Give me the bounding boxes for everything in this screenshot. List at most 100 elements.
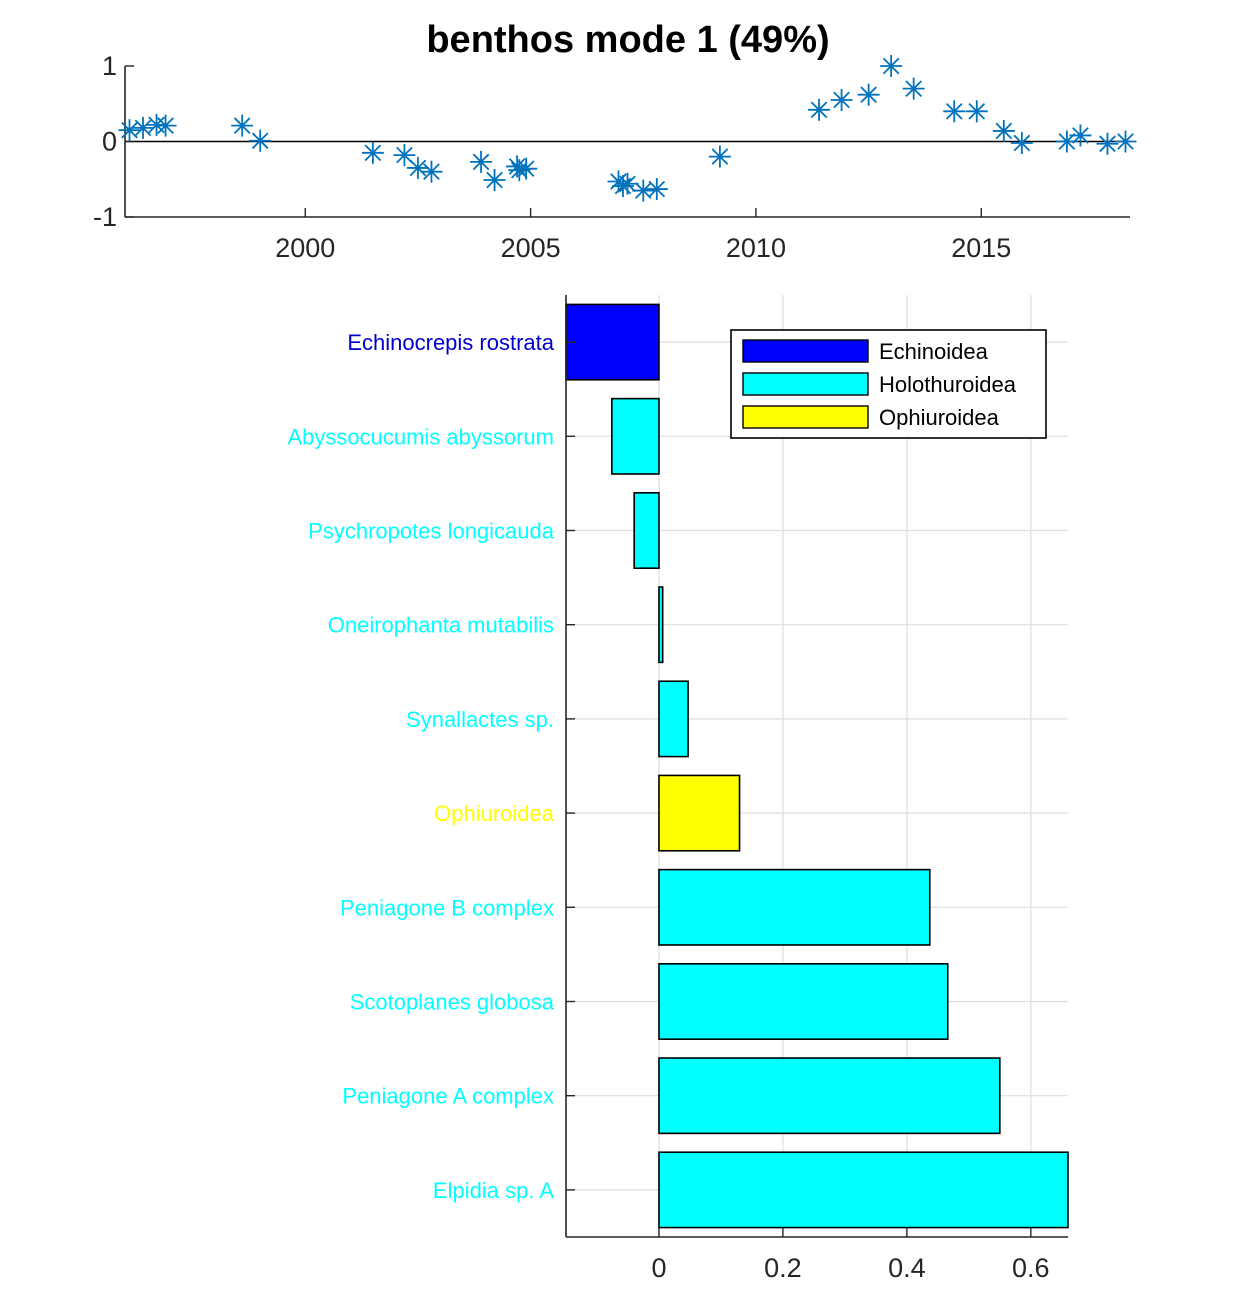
- bar: [658, 1151, 1069, 1229]
- bar: [658, 586, 664, 664]
- x-tick-label: 2010: [726, 233, 786, 263]
- data-point: [118, 119, 141, 142]
- category-label: Peniagone B complex: [340, 895, 554, 920]
- bar: [658, 868, 931, 946]
- marker-stroke: [233, 117, 251, 134]
- x-tick-label: 0: [651, 1253, 666, 1283]
- data-point: [406, 156, 429, 179]
- y-tick-label: 0: [102, 127, 117, 157]
- time-series-markers: [118, 55, 1137, 202]
- marker-stroke: [134, 119, 152, 137]
- marker-stroke: [995, 122, 1013, 140]
- legend-label: Ophiuroidea: [879, 405, 1000, 430]
- time-series-panel: benthos mode 1 (49%) -1 0 1 2000 2005 2010 201…: [93, 19, 1137, 263]
- category-label: Psychropotes longicauda: [308, 519, 555, 544]
- data-point: [231, 114, 254, 137]
- marker-stroke: [810, 101, 828, 119]
- bar: [633, 492, 660, 569]
- marker-stroke: [634, 182, 652, 199]
- marker-stroke: [1117, 133, 1134, 150]
- marker-stroke: [711, 148, 729, 165]
- category-label: Elpidia sp. A: [433, 1178, 554, 1203]
- legend-swatch: [742, 405, 869, 429]
- y-tick-label: -1: [93, 202, 117, 232]
- marker-stroke: [517, 160, 535, 178]
- x-tick-label: 0.2: [764, 1253, 802, 1283]
- marker-stroke: [945, 102, 963, 120]
- marker-stroke: [472, 153, 490, 171]
- marker-stroke: [968, 102, 986, 120]
- marker-stroke: [364, 144, 382, 162]
- bar: [565, 303, 660, 381]
- category-label: Synallactes sp.: [406, 707, 554, 732]
- bar-marks: [565, 303, 1069, 1229]
- data-point: [943, 100, 966, 123]
- data-point: [708, 145, 731, 168]
- data-point: [616, 172, 639, 195]
- x-tick-label: 0.4: [888, 1253, 926, 1283]
- x-tick-label: 2005: [501, 233, 561, 263]
- marker-stroke: [619, 175, 636, 193]
- data-point: [830, 88, 853, 111]
- data-point: [1069, 124, 1092, 147]
- category-label: Peniagone A complex: [342, 1084, 554, 1109]
- data-point: [154, 114, 177, 137]
- marker-stroke: [508, 158, 526, 175]
- marker-stroke: [882, 57, 900, 75]
- marker-stroke: [423, 163, 440, 181]
- data-point: [992, 119, 1015, 142]
- marker-stroke: [1058, 133, 1076, 150]
- data-point: [1096, 132, 1119, 155]
- category-label: Ophiuroidea: [434, 801, 555, 826]
- data-point: [965, 100, 988, 123]
- marker-stroke: [396, 146, 413, 164]
- data-point: [645, 178, 668, 201]
- marker-stroke: [1013, 134, 1031, 152]
- marker-stroke: [833, 91, 850, 109]
- y-tick-label: 1: [102, 51, 117, 81]
- legend-label: Echinoidea: [879, 339, 989, 364]
- legend: Echinoidea Holothuroidea Ophiuroidea: [730, 329, 1047, 439]
- data-point: [249, 129, 272, 152]
- data-point: [857, 83, 880, 106]
- category-label: Scotoplanes globosa: [350, 990, 555, 1015]
- data-point: [515, 157, 538, 180]
- marker-stroke: [121, 121, 138, 139]
- bar: [658, 963, 949, 1040]
- loadings-bar-panel: 0 0.2 0.4 0.6 Echinocrepis rostrata Abyssocu…: [287, 295, 1069, 1283]
- marker-stroke: [905, 80, 923, 97]
- category-label: Echinocrepis rostrata: [347, 330, 554, 355]
- x-tick-label: 2000: [275, 233, 335, 263]
- marker-stroke: [251, 132, 269, 150]
- legend-swatch: [742, 372, 869, 396]
- data-point: [632, 179, 655, 202]
- marker-stroke: [860, 86, 877, 104]
- bar: [611, 397, 660, 475]
- data-point: [1010, 132, 1033, 155]
- bar-category-labels: Echinocrepis rostrata Abyssocucumis abyss…: [287, 330, 554, 1203]
- time-series-axes: -1 0 1 2000 2005 2010 2015: [93, 51, 1130, 263]
- data-point: [1114, 130, 1137, 153]
- data-point: [880, 55, 903, 77]
- data-point: [361, 141, 384, 164]
- data-point: [808, 98, 831, 121]
- data-point: [393, 144, 416, 167]
- marker-stroke: [648, 180, 666, 198]
- marker-stroke: [1072, 127, 1089, 144]
- chart-title: benthos mode 1 (49%): [426, 19, 829, 61]
- data-point: [420, 160, 443, 183]
- marker-stroke: [409, 159, 427, 177]
- category-label: Oneirophanta mutabilis: [328, 613, 554, 638]
- bar: [658, 1057, 1001, 1135]
- data-point: [470, 150, 493, 173]
- category-label: Abyssocucumis abyssorum: [287, 424, 554, 449]
- data-point: [902, 77, 925, 100]
- data-point: [483, 169, 506, 192]
- bar: [658, 774, 741, 852]
- x-tick-label: 0.6: [1012, 1253, 1050, 1283]
- marker-stroke: [157, 117, 174, 134]
- x-tick-label: 2015: [951, 233, 1011, 263]
- bar: [658, 680, 689, 758]
- legend-label: Holothuroidea: [879, 372, 1017, 397]
